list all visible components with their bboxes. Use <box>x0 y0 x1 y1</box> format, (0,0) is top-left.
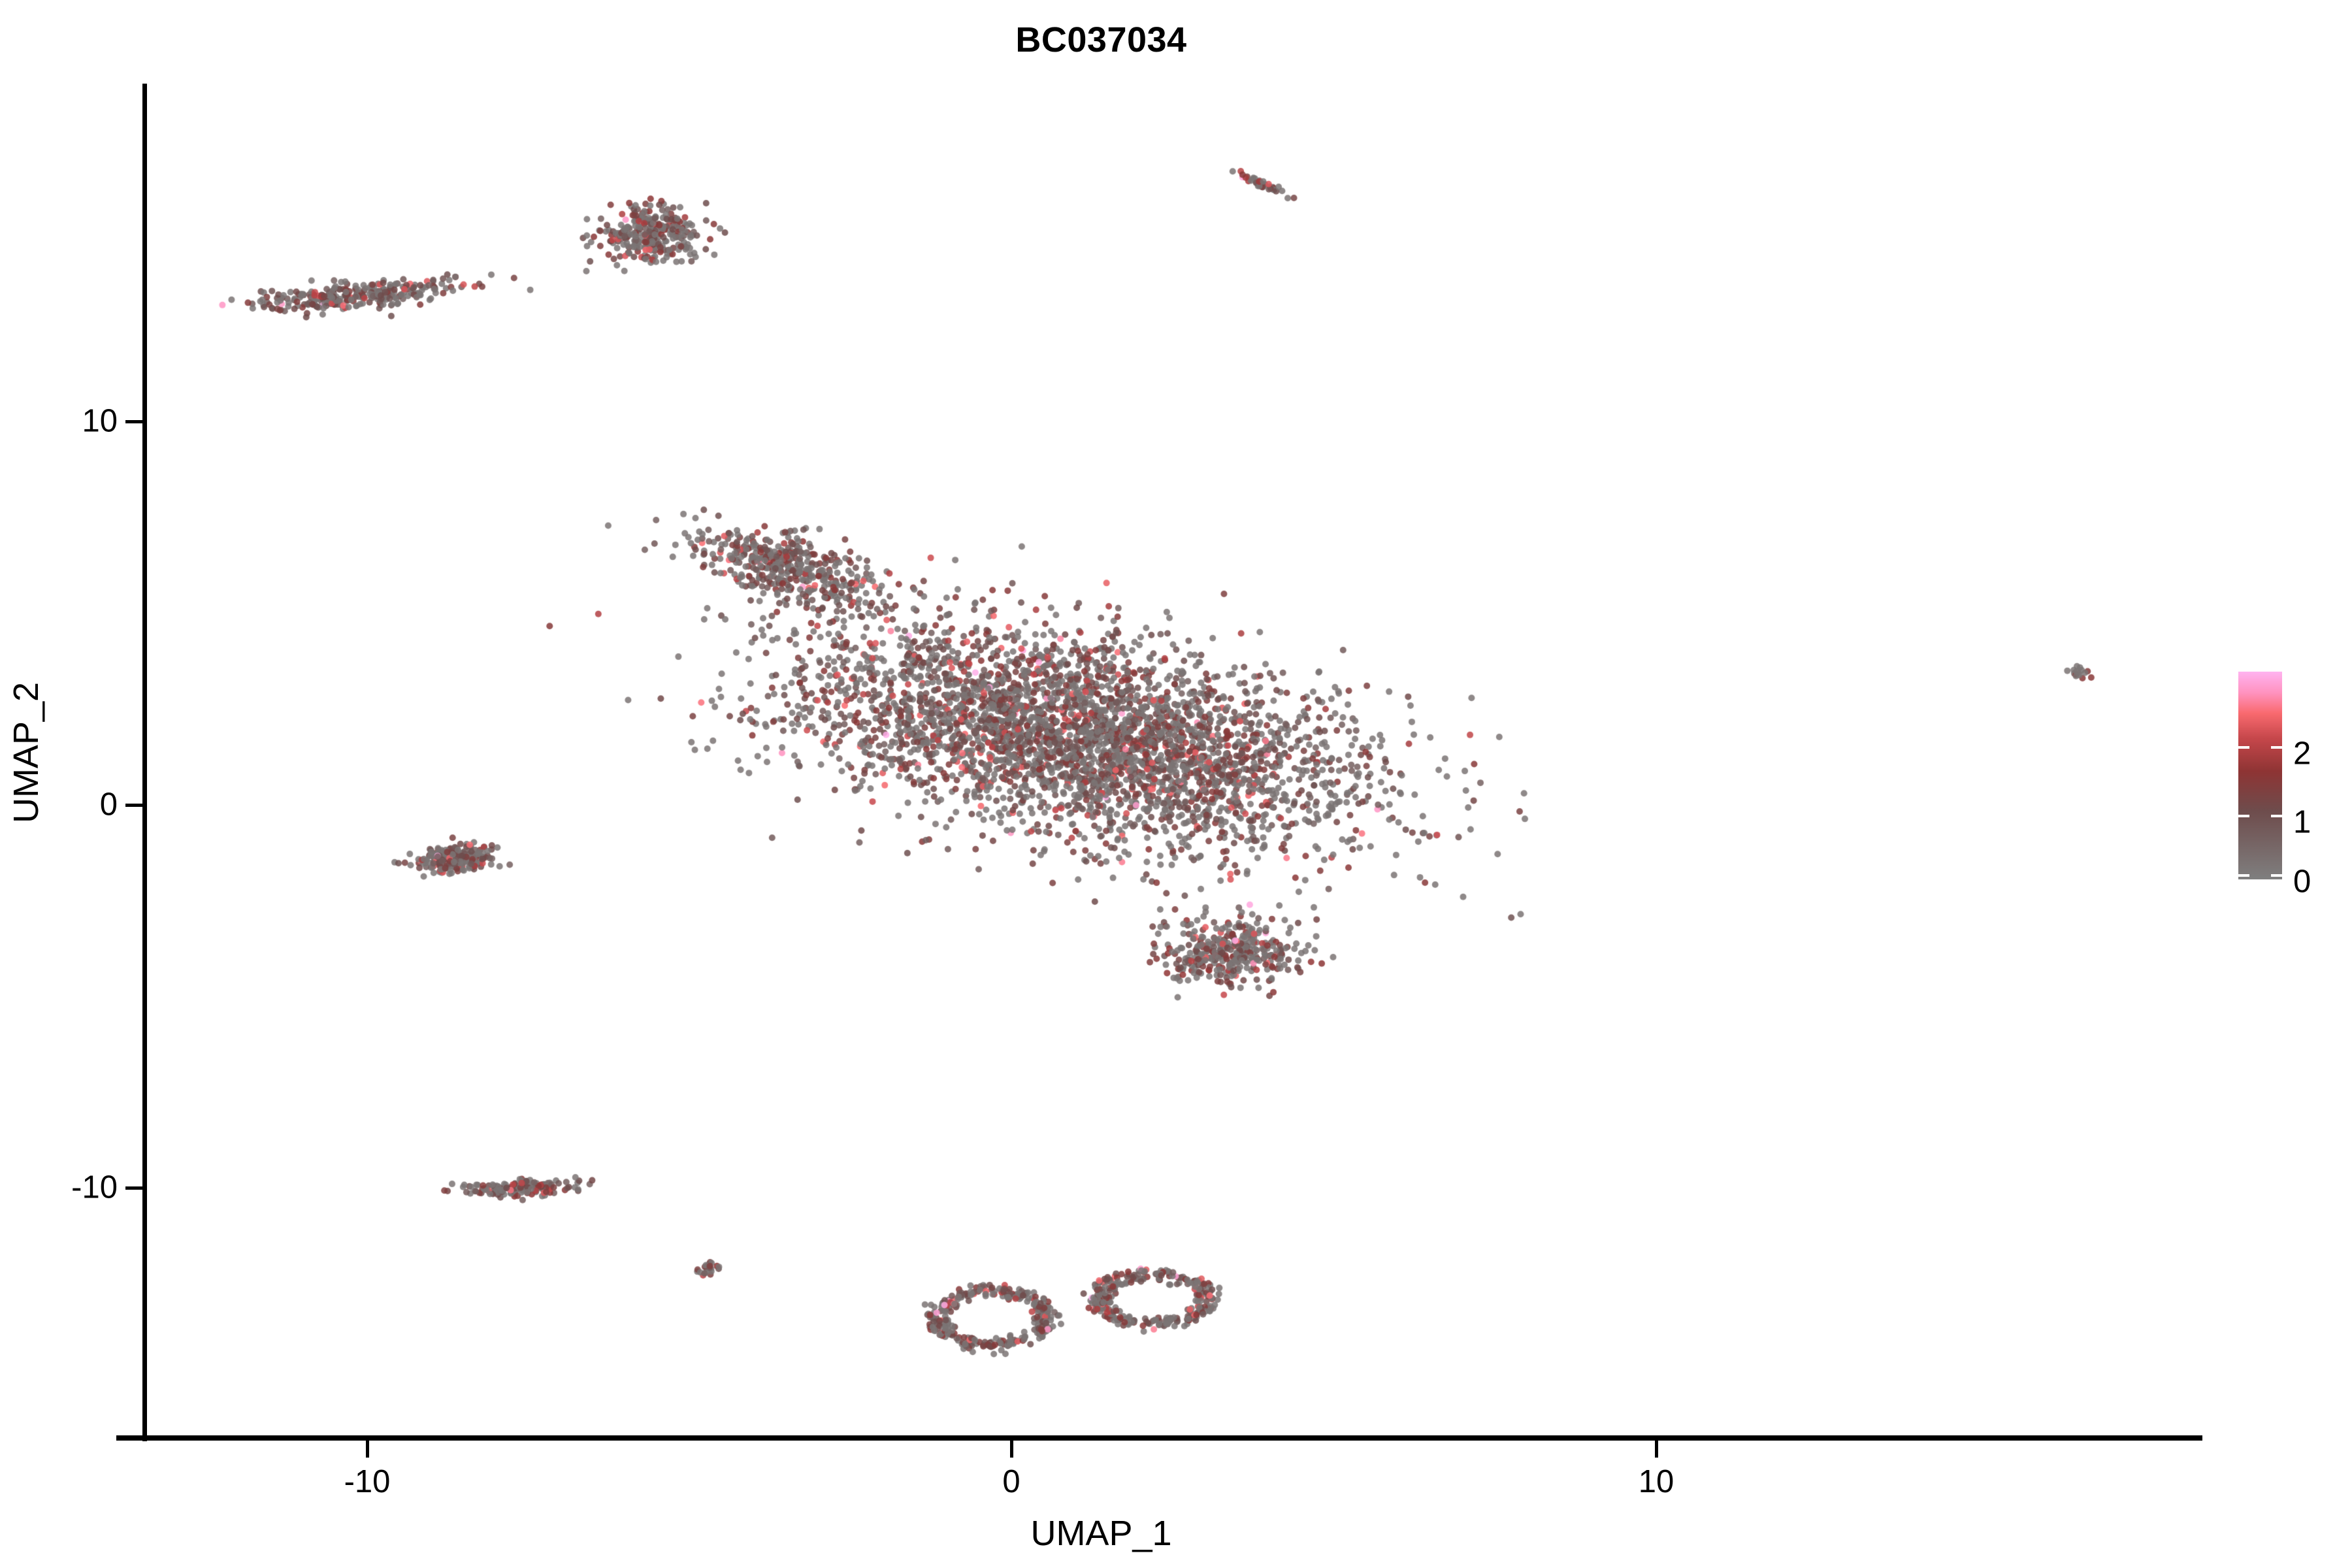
y-axis-title: UMAP_2 <box>7 681 46 824</box>
x-axis-line <box>116 1435 2202 1441</box>
colorbar-legend: 2 1 0 <box>2238 672 2336 898</box>
colorbar-gradient <box>2238 672 2282 879</box>
y-axis-line <box>142 84 147 1441</box>
x-axis-title: UMAP_1 <box>1030 1514 1172 1553</box>
x-tick-label: 10 <box>1638 1464 1674 1499</box>
x-tick-mark <box>366 1441 369 1458</box>
y-tick-mark <box>125 420 142 423</box>
y-tick-mark <box>125 804 142 807</box>
colorbar-tick-label: 1 <box>2293 804 2311 840</box>
y-tick-mark <box>125 1186 142 1190</box>
colorbar-tick-mark <box>2271 815 2282 817</box>
x-tick-label: 0 <box>1002 1464 1021 1499</box>
y-tick-label: -10 <box>71 1169 118 1205</box>
colorbar-tick-mark <box>2238 874 2249 877</box>
x-tick-mark <box>1655 1441 1658 1458</box>
x-tick-mark <box>1010 1441 1013 1458</box>
colorbar-tick-mark <box>2238 746 2249 749</box>
colorbar-tick-mark <box>2271 746 2282 749</box>
colorbar-tick-label: 2 <box>2293 736 2311 772</box>
y-tick-label: 10 <box>82 403 118 439</box>
x-tick-label: -10 <box>344 1464 391 1499</box>
y-tick-label: 0 <box>99 787 118 823</box>
colorbar-tick-label: 0 <box>2293 864 2311 900</box>
colorbar-tick-mark <box>2238 815 2249 817</box>
colorbar-tick-mark <box>2271 874 2282 877</box>
